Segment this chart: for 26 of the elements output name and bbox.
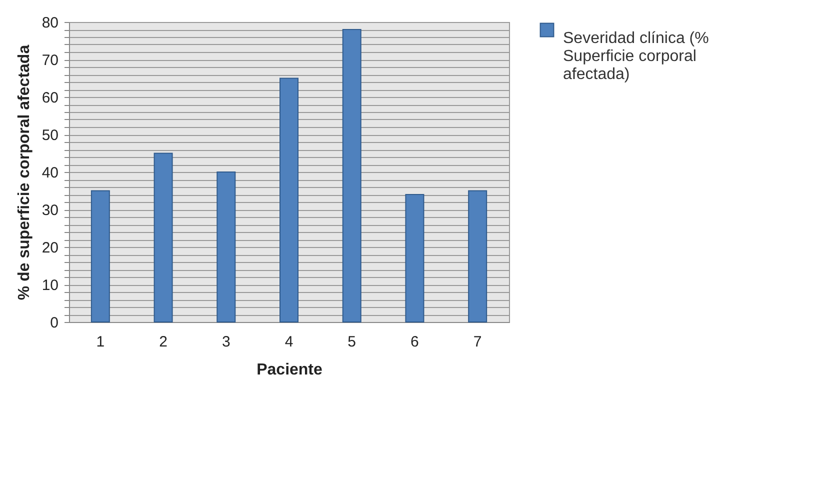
x-tick-label: 1 xyxy=(96,334,105,350)
bar xyxy=(154,152,173,322)
y-tick-label: 80 xyxy=(42,14,58,32)
y-tick-label: 40 xyxy=(42,164,58,182)
y-tick-label: 30 xyxy=(42,202,58,219)
bar xyxy=(405,194,424,322)
y-tick-label: 0 xyxy=(50,314,58,332)
bar xyxy=(342,29,362,322)
y-tick-label: 70 xyxy=(42,52,58,69)
x-tick-label: 2 xyxy=(159,334,168,350)
x-tick-label: 7 xyxy=(473,334,482,350)
y-axis-title: % de superficie corporal afectada xyxy=(16,44,33,300)
x-axis-title: Paciente xyxy=(256,362,323,378)
x-tick-label: 3 xyxy=(222,334,230,350)
x-tick-label: 5 xyxy=(348,334,356,350)
y-tick-label: 50 xyxy=(42,127,58,144)
x-tick-label: 6 xyxy=(410,334,419,350)
bar xyxy=(280,78,298,322)
y-tick-label: 60 xyxy=(42,90,58,106)
bar xyxy=(468,190,488,322)
y-tick-label: 20 xyxy=(42,240,58,256)
bar xyxy=(90,190,110,322)
x-tick-label: 4 xyxy=(284,334,294,350)
legend-label: Severidad clínica (% Superficie corporal afectada) xyxy=(563,30,709,83)
bar xyxy=(216,172,236,322)
y-tick-label: 10 xyxy=(42,277,58,294)
